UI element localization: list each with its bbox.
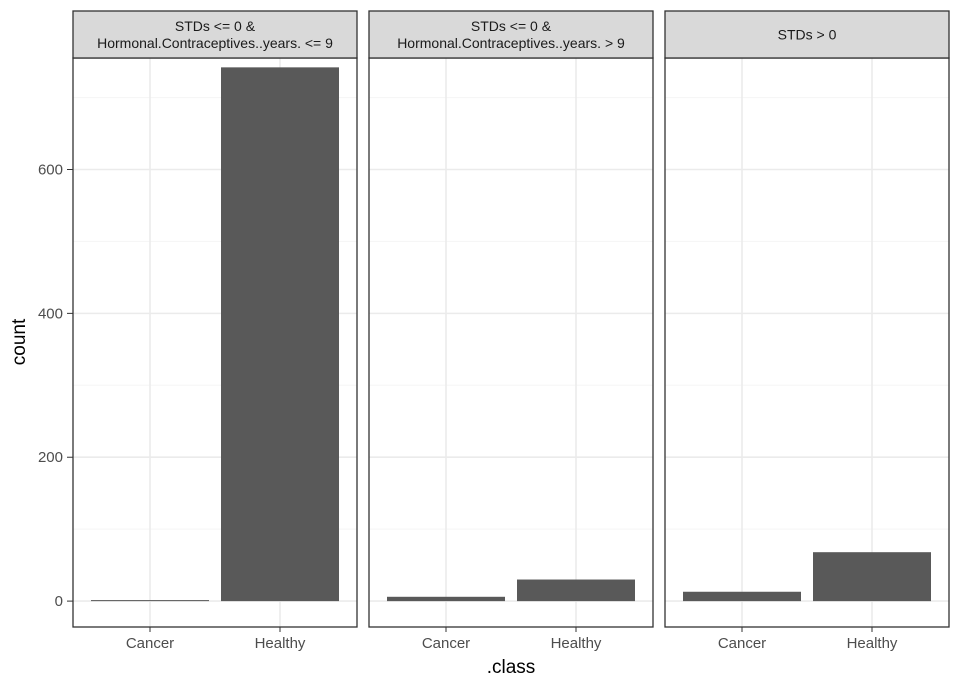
facet-strip: [72, 10, 358, 59]
bar-cancer: [683, 591, 801, 602]
x-tick-label: Healthy: [551, 635, 602, 652]
y-tick-label: 200: [38, 449, 63, 466]
facet-strip: [664, 10, 950, 59]
y-axis-title: count: [9, 318, 30, 365]
x-tick-label: Healthy: [255, 635, 306, 652]
facet-panel: STDs > 0 Cancer Healthy: [664, 10, 950, 652]
x-axis-title: .class: [487, 657, 536, 678]
x-tick-label: Cancer: [718, 635, 766, 652]
facet-strip-label: STDs <= 0 &: [471, 18, 552, 34]
bar-cancer: [387, 596, 505, 602]
x-tick-label: Cancer: [422, 635, 470, 652]
y-tick-label: 600: [38, 161, 63, 178]
facet-strip-label: Hormonal.Contraceptives..years. <= 9: [97, 35, 333, 51]
facet-panels: STDs <= 0 &Hormonal.Contraceptives..year…: [72, 10, 950, 652]
y-axis: 0 200 400 600: [38, 161, 73, 610]
panel-background: [665, 58, 949, 627]
y-tick-label: 0: [55, 593, 63, 610]
panel-background: [369, 58, 653, 627]
bar-healthy: [813, 552, 931, 602]
facet-strip-label: Hormonal.Contraceptives..years. > 9: [397, 35, 625, 51]
facet-strip-label: STDs <= 0 &: [175, 18, 256, 34]
x-tick-label: Cancer: [126, 635, 174, 652]
facet-panel: STDs <= 0 &Hormonal.Contraceptives..year…: [368, 10, 654, 652]
facet-panel: STDs <= 0 &Hormonal.Contraceptives..year…: [72, 10, 358, 652]
facet-strip-label: STDs > 0: [778, 27, 837, 43]
bar-healthy: [517, 579, 635, 602]
facet-strip: [368, 10, 654, 59]
y-tick-label: 400: [38, 305, 63, 322]
bar-cancer: [91, 600, 209, 602]
bar-healthy: [221, 67, 339, 602]
x-tick-label: Healthy: [847, 635, 898, 652]
